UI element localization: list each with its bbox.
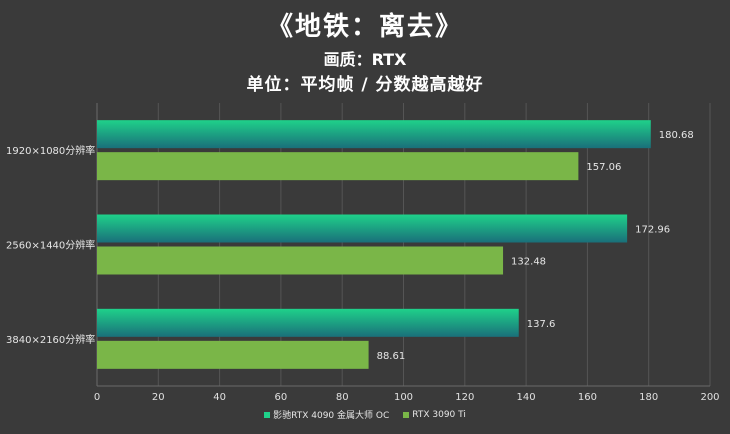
y-category-label: 1920×1080分辨率 [6,144,95,157]
bar-series-2 [97,340,369,369]
x-tick-label: 0 [94,392,100,403]
legend-item-series-1: 影驰RTX 4090 金属大师 OC [264,408,389,421]
x-tick-label: 180 [639,392,658,403]
bar-series-1 [97,214,628,243]
chart-unit-subtitle: 单位：平均帧 / 分数越高越好 [246,75,484,95]
labels: 0 20 40 60 80 100 120 140 160 180 200 1920×1080分辨率 1… [6,130,720,403]
x-tick-label: 60 [275,392,288,403]
y-category-label: 2560×1440分辨率 [6,239,95,252]
data-label-series-1: 137.6 [527,319,556,330]
data-label-series-2: 132.48 [511,257,546,268]
bar-series-1 [97,308,519,337]
x-tick-label: 100 [394,392,413,403]
data-label-series-2: 88.61 [377,351,406,362]
x-tick-label: 140 [517,392,536,403]
y-category-label: 3840×2160分辨率 [6,333,95,346]
chart-title: 《地铁：离去》 [266,12,463,42]
bar-series-1 [97,120,651,149]
legend-item-series-2: RTX 3090 Ti [403,408,466,421]
data-label-series-1: 172.96 [635,225,670,236]
x-tick-label: 20 [152,392,165,403]
legend: 影驰RTX 4090 金属大师 OC RTX 3090 Ti [0,408,730,421]
legend-swatch-series-1 [264,411,271,418]
bar-series-2 [97,246,504,275]
bar-series-2 [97,152,579,181]
chart-subtitle: 画质：RTX [323,50,407,69]
legend-label-series-1: 影驰RTX 4090 金属大师 OC [273,411,390,421]
x-tick-label: 40 [213,392,226,403]
gridlines [96,103,711,387]
x-tick-label: 200 [700,392,719,403]
x-tick-label: 120 [455,392,474,403]
legend-swatch-series-2 [403,411,410,418]
legend-label-series-2: RTX 3090 Ti [412,409,466,420]
bars [97,120,651,369]
x-tick-label: 80 [336,392,349,403]
x-tick-label: 160 [578,392,597,403]
data-label-series-1: 180.68 [659,130,694,141]
data-label-series-2: 157.06 [586,162,621,173]
